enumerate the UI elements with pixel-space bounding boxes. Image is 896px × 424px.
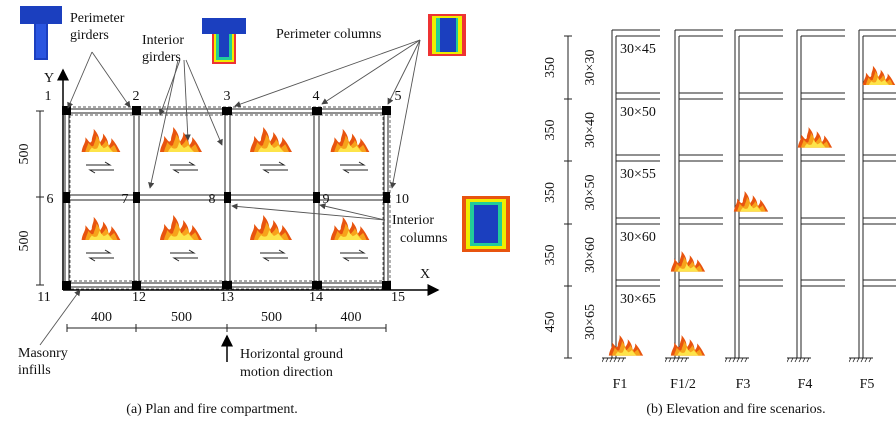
column-section: 30×65 (583, 304, 598, 340)
node-label: 9 (323, 192, 330, 207)
beam-section: 30×50 (620, 105, 656, 120)
elevation: 350 30×30 350 30×40 350 30×50 350 30×60 450 30×65… (543, 29, 896, 417)
story-height: 350 (543, 182, 558, 203)
caption: (b) Elevation and fire scenarios. (646, 402, 825, 417)
span-label: 500 (17, 231, 32, 252)
ground-hatch (665, 357, 689, 363)
node-label: 13 (220, 290, 234, 305)
ground-hatch (602, 357, 626, 363)
leader-lines (39, 39, 421, 346)
label-line: motion direction (240, 365, 333, 380)
axis-label: X (420, 267, 430, 282)
node-label: 10 (395, 192, 409, 207)
scenario-label: F3 (736, 377, 751, 392)
beam-section: 30×60 (620, 230, 656, 245)
node-label: 5 (395, 89, 402, 104)
elevation-labels: 350 30×30 350 30×40 350 30×50 350 30×60 450 30×65… (543, 42, 874, 392)
beam-section: 30×55 (620, 167, 656, 182)
ground-hatch (787, 357, 811, 363)
label: Interior girders (142, 33, 184, 65)
beam-section: 30×45 (620, 42, 656, 57)
node-label: 12 (132, 290, 146, 305)
label-line: infills (18, 363, 51, 378)
heat-maps (20, 6, 510, 252)
span-label: 400 (91, 310, 112, 325)
scenario-label: F1/2 (670, 377, 696, 392)
column-section: 30×50 (583, 175, 598, 211)
column-section: 30×60 (583, 237, 598, 273)
label: Perimeter girders (70, 11, 125, 43)
span-label: 500 (171, 310, 192, 325)
compartment-arrows (86, 161, 368, 262)
column-section: 30×40 (583, 112, 598, 148)
node-label: 7 (122, 192, 129, 207)
node-label: 8 (209, 192, 216, 207)
frames (602, 29, 896, 363)
label-line: columns (400, 231, 447, 246)
axis-label: Y (44, 71, 54, 86)
ground-hatch (725, 357, 749, 363)
node-label: 4 (313, 89, 320, 104)
dimension-line (564, 35, 572, 359)
scenario-label: F4 (798, 377, 813, 392)
label-line: girders (142, 50, 181, 65)
node-label: 15 (391, 290, 405, 305)
label-line: Perimeter (70, 11, 125, 26)
node-label: 6 (47, 192, 54, 207)
label-line: Interior (392, 213, 434, 228)
label-line: Interior (142, 33, 184, 48)
span-label: 400 (341, 310, 362, 325)
node-label: 11 (37, 290, 50, 305)
label-line: girders (70, 28, 109, 43)
scenario-label: F5 (860, 377, 875, 392)
span-label: 500 (261, 310, 282, 325)
columns (62, 106, 391, 290)
label: Masonry infills (18, 346, 68, 378)
story-height: 350 (543, 57, 558, 78)
node-label: 2 (133, 89, 140, 104)
column-section: 30×30 (583, 50, 598, 86)
story-height: 450 (543, 312, 558, 333)
caption: (a) Plan and fire compartment. (126, 402, 297, 417)
label-line: Horizontal ground (240, 347, 343, 362)
label: Horizontal ground motion direction (240, 347, 343, 380)
span-label: 500 (17, 144, 32, 165)
dimension-lines (36, 110, 387, 332)
node-label: 3 (224, 89, 231, 104)
label: Perimeter columns (276, 27, 381, 42)
node-label: 14 (309, 290, 323, 305)
label: Interior columns (392, 213, 447, 246)
label-line: Masonry (18, 346, 68, 361)
scenario-label: F1 (613, 377, 628, 392)
ground-hatch (849, 357, 873, 363)
story-height: 350 (543, 120, 558, 141)
span-labels: 400 500 500 400 500 500 (17, 144, 362, 326)
beam-section: 30×65 (620, 292, 656, 307)
story-height: 350 (543, 245, 558, 266)
node-label: 1 (45, 89, 52, 104)
